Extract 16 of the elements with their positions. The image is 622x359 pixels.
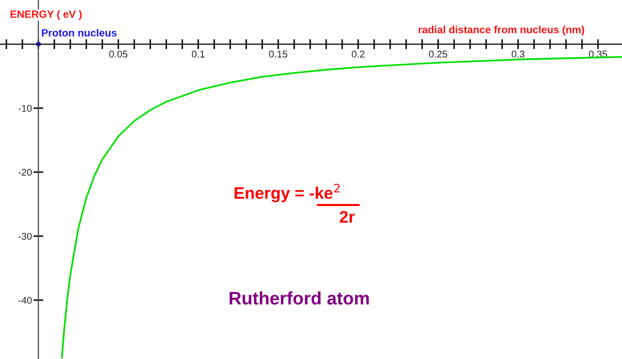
x-axis-title: radial distance from nucleus (nm) — [418, 26, 584, 36]
y-tick-label: -10 — [18, 104, 32, 112]
x-tick-label: 0.3 — [512, 50, 524, 58]
annotation: 2r — [340, 210, 355, 223]
x-tick-label: 0.05 — [109, 50, 128, 58]
x-tick-label: 0.1 — [192, 50, 205, 58]
annotation: Rutherford atom — [230, 291, 369, 305]
y-tick-label: -20 — [18, 168, 32, 176]
annotation: Energy = -ke$^{2}$ — [234, 184, 340, 202]
y-tick-label: -30 — [18, 232, 32, 240]
x-tick-label: 0.15 — [269, 50, 288, 58]
annotation: Proton nucleus — [42, 28, 117, 37]
x-tick-label: 0.2 — [352, 50, 364, 58]
x-tick-label: 0.25 — [429, 50, 448, 58]
y-axis-title: ENERGY ( eV ) — [10, 10, 82, 20]
y-tick-label: -40 — [18, 296, 32, 304]
